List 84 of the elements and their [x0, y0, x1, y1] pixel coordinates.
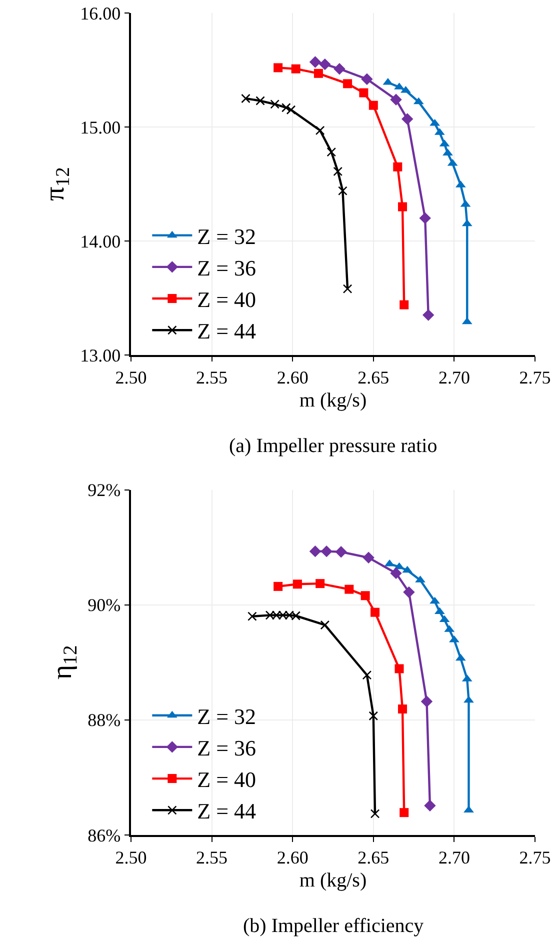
- point: [270, 100, 280, 109]
- text: (b) Impeller efficiency: [243, 915, 424, 937]
- x-tick-label: 2.55: [196, 847, 228, 868]
- point: [403, 586, 415, 598]
- point: [398, 704, 407, 714]
- point: [241, 94, 250, 104]
- y-tick-label: 13.00: [80, 345, 121, 366]
- point: [286, 105, 296, 115]
- y-tick-label: 90%: [88, 595, 121, 616]
- x-tick-label: 2.50: [115, 847, 147, 868]
- point: [338, 186, 348, 196]
- point: [315, 126, 325, 136]
- point: [344, 584, 354, 594]
- point: [320, 620, 330, 630]
- legend-label: Z = 32: [197, 704, 256, 729]
- y-tick-label: 15.00: [80, 117, 121, 138]
- legend-label: Z = 36: [197, 256, 256, 281]
- point: [343, 79, 352, 88]
- y-tick-label: 88%: [88, 710, 121, 730]
- point: [274, 63, 283, 72]
- point: [368, 100, 378, 110]
- point: [292, 580, 302, 589]
- point: [309, 545, 322, 558]
- point: [342, 284, 352, 294]
- point: [390, 94, 402, 106]
- text: (a) Impeller pressure ratio: [229, 435, 438, 457]
- x-tick-label: 2.65: [358, 847, 390, 868]
- x-tick-label: 2.75: [519, 367, 551, 388]
- point: [394, 664, 404, 674]
- point: [393, 162, 402, 172]
- point: [248, 612, 257, 621]
- point: [401, 113, 414, 125]
- point: [360, 591, 370, 600]
- point: [281, 102, 291, 112]
- point: [368, 711, 378, 721]
- point: [370, 608, 380, 617]
- point: [464, 696, 474, 703]
- point: [370, 809, 380, 818]
- x-tick-label: 2.60: [276, 367, 308, 388]
- point: [274, 582, 283, 591]
- point: [464, 806, 474, 813]
- point: [398, 202, 407, 212]
- legend-label: Z = 40: [197, 767, 256, 792]
- legend-label: Z = 44: [197, 318, 256, 344]
- point: [291, 64, 300, 74]
- point: [333, 166, 342, 176]
- x-tick-label: 2.65: [358, 367, 390, 388]
- point: [422, 309, 434, 321]
- point: [326, 147, 336, 157]
- point: [361, 73, 373, 85]
- point: [314, 68, 323, 78]
- point: [400, 808, 409, 818]
- point: [390, 567, 402, 580]
- y-tick-label: 86%: [88, 825, 121, 846]
- x-tick-label: 2.60: [276, 847, 308, 868]
- legend-label: Z = 40: [197, 287, 256, 312]
- point: [362, 670, 372, 680]
- point: [359, 88, 368, 98]
- x-tick-label: 2.75: [519, 847, 551, 868]
- point: [420, 696, 433, 708]
- point: [316, 579, 325, 588]
- legend-label: Z = 36: [197, 736, 256, 761]
- x-axis-title: m (kg/s): [299, 389, 367, 412]
- point: [319, 58, 331, 70]
- point: [400, 300, 409, 310]
- point: [362, 552, 374, 564]
- y-tick-label: 16.00: [80, 3, 121, 24]
- point: [256, 96, 265, 106]
- x-axis-title: m (kg/s): [299, 869, 367, 892]
- legend-label: Z = 44: [197, 798, 256, 824]
- y-tick-label: 92%: [88, 480, 121, 500]
- point: [419, 212, 431, 224]
- legend-label: Z = 32: [197, 224, 256, 249]
- point: [334, 63, 346, 75]
- point: [449, 635, 460, 642]
- y-tick-label: 14.00: [80, 231, 121, 252]
- x-tick-label: 2.55: [196, 367, 228, 388]
- point: [309, 56, 322, 68]
- x-tick-label: 2.70: [438, 847, 470, 868]
- x-tick-label: 2.70: [438, 367, 470, 388]
- point: [320, 545, 332, 558]
- point: [424, 800, 436, 812]
- point: [335, 546, 347, 558]
- x-tick-label: 2.50: [115, 367, 147, 388]
